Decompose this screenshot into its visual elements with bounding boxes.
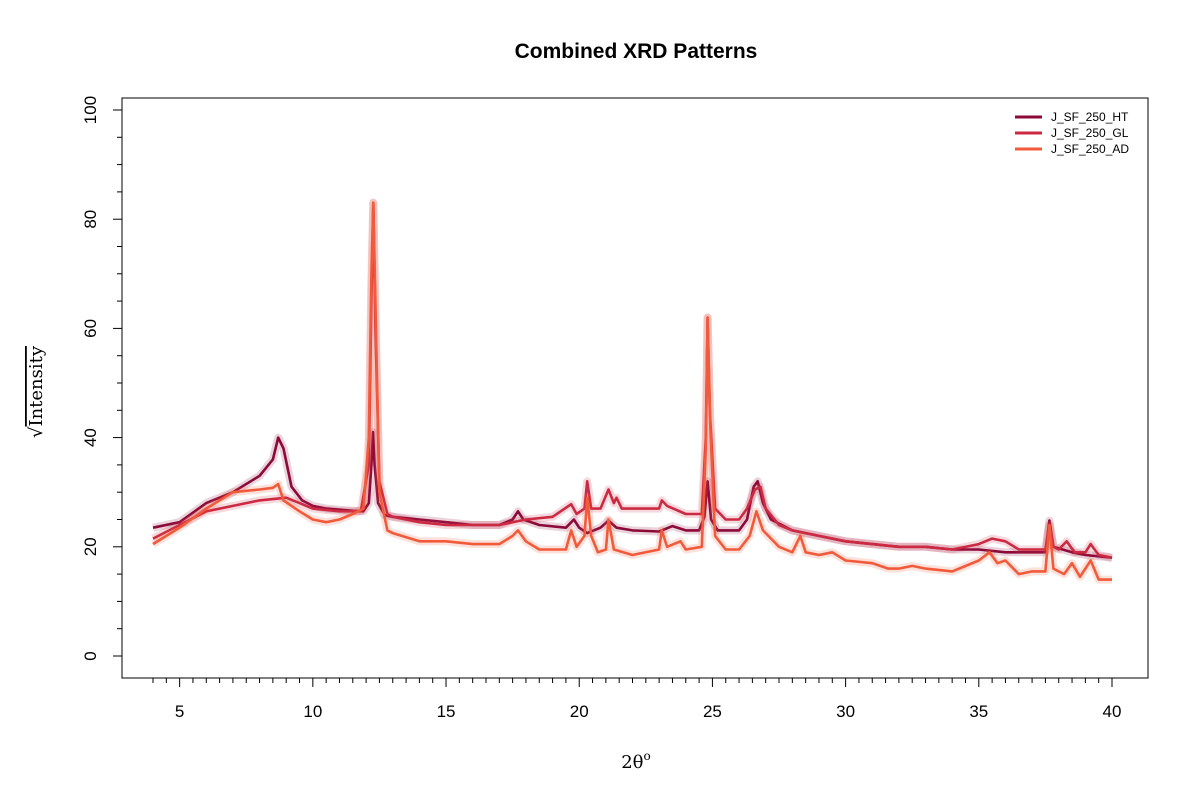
x-axis-label: 2θo	[621, 749, 651, 773]
y-tick-label: 0	[81, 651, 100, 660]
legend-label: J_SF_250_GL	[1051, 126, 1129, 140]
x-tick-label: 40	[1103, 702, 1122, 721]
y-tick-label: 80	[81, 210, 100, 229]
series-line	[152, 430, 1113, 559]
chart-title: Combined XRD Patterns	[515, 40, 758, 63]
series-group	[150, 198, 1113, 584]
x-tick-label: 20	[570, 702, 589, 721]
x-tick-label: 30	[836, 702, 855, 721]
y-tick-label: 60	[81, 319, 100, 338]
x-axis: 5 10 15 20 25 30 35 40	[152, 677, 1122, 721]
series-band	[150, 198, 1112, 584]
x-tick-label: 25	[703, 702, 722, 721]
series-line	[152, 201, 1112, 581]
legend: J_SF_250_HT J_SF_250_GL J_SF_250_AD	[1015, 110, 1129, 156]
x-tick-label: 10	[303, 702, 322, 721]
legend-label: J_SF_250_HT	[1051, 110, 1129, 124]
y-tick-label: 40	[81, 428, 100, 447]
plot-frame	[121, 97, 1149, 679]
y-axis-label: √Intensity	[26, 345, 47, 438]
y-tick-label: 100	[81, 96, 100, 124]
x-tick-label: 35	[969, 702, 988, 721]
y-axis-label-group: √Intensity	[26, 345, 47, 438]
x-tick-label: 15	[437, 702, 456, 721]
series-band	[151, 198, 1113, 562]
y-axis: 0 20 40 60 80 100	[81, 96, 123, 661]
y-tick-label: 20	[81, 537, 100, 556]
legend-label: J_SF_250_AD	[1051, 142, 1129, 156]
x-tick-label: 5	[175, 702, 184, 721]
